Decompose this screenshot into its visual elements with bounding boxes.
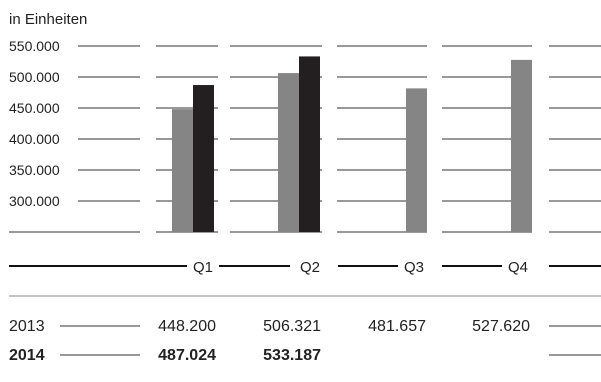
category-label: Q2 [300, 259, 320, 276]
y-tick-label: 550.000 [9, 38, 60, 54]
y-tick-label: 450.000 [9, 100, 60, 116]
bar-2013-Q1 [172, 109, 193, 232]
bar-2014-Q2 [299, 56, 320, 233]
legend-year-label: 2013 [9, 318, 45, 335]
data-value-2013-Q1: 448.200 [158, 318, 216, 335]
bar-2013-Q4 [511, 59, 532, 233]
data-value-2014-Q1: 487.024 [158, 347, 216, 364]
bar-2013-Q3 [406, 88, 427, 233]
bar-2013-Q2 [278, 73, 299, 232]
bar-2014-Q1 [193, 85, 214, 232]
data-value-2013-Q3: 481.657 [368, 318, 426, 335]
y-tick-label: 400.000 [9, 131, 60, 147]
y-tick-label: 300.000 [9, 193, 60, 209]
data-value-2013-Q2: 506.321 [263, 318, 321, 335]
data-value-2014-Q2: 533.187 [263, 347, 321, 364]
category-label: Q1 [193, 259, 213, 276]
category-label: Q3 [404, 259, 424, 276]
unit-label: in Einheiten [9, 11, 87, 28]
data-value-2013-Q4: 527.620 [472, 318, 530, 335]
y-tick-label: 350.000 [9, 162, 60, 178]
legend-year-label: 2014 [9, 347, 45, 364]
y-tick-label: 500.000 [9, 69, 60, 85]
category-label: Q4 [508, 259, 528, 276]
